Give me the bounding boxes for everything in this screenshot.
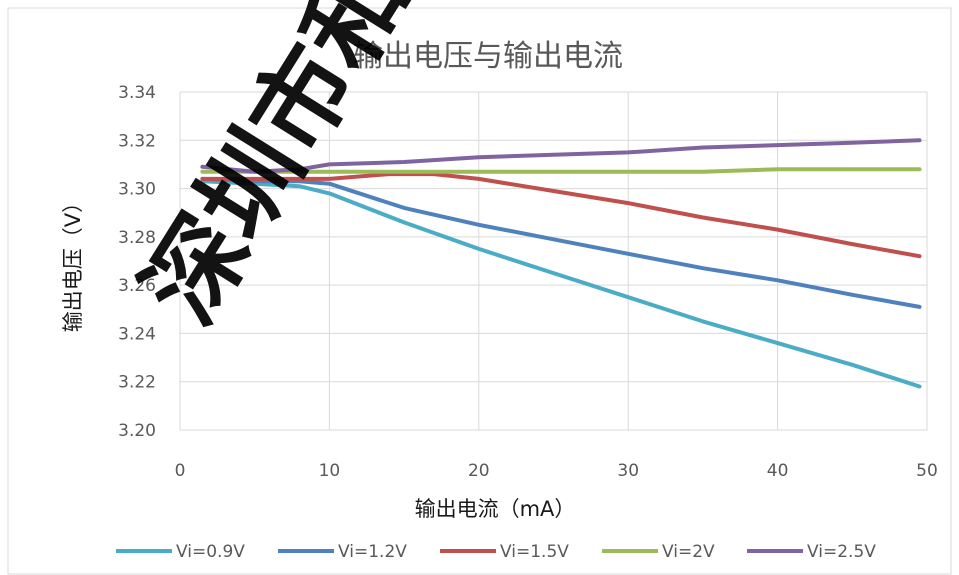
legend: Vi=0.9V Vi=1.2V Vi=1.5V Vi=2V Vi=2.5V [116,542,876,562]
y-tick-label: 3.24 [118,324,156,344]
plot-series [200,138,922,389]
series-line-Vi=1.2V [200,176,922,309]
x-tick-label: 10 [319,461,341,481]
y-axis-title: 输出电压（V） [61,192,85,332]
y-tick-label: 3.26 [118,276,156,296]
y-tick-label: 3.22 [118,373,156,393]
legend-label: Vi=2.5V [807,542,876,562]
legend-label: Vi=1.2V [338,542,407,562]
y-tick-label: 3.32 [118,131,156,151]
x-tick-label: 20 [468,461,490,481]
series-line-Vi=2V [200,167,922,174]
y-tick-label: 3.20 [118,421,156,441]
tick-labels: 3.20 3.22 3.24 3.26 3.28 3.30 3.32 3.34 0 10 20 30 4… [118,83,938,481]
y-tick-label: 3.34 [118,83,156,103]
legend-label: Vi=1.5V [500,542,569,562]
x-axis-title: 输出电流（mA） [415,497,576,521]
legend-label: Vi=0.9V [176,542,245,562]
x-tick-label: 0 [175,461,186,481]
x-tick-label: 30 [617,461,639,481]
legend-label: Vi=2V [662,542,715,562]
y-tick-label: 3.28 [118,228,156,248]
chart-area-border [7,7,952,575]
series-line-Vi=2.5V [200,138,922,174]
series-line-Vi=1.5V [200,172,922,259]
x-tick-label: 50 [916,461,938,481]
chart-title: 输出电压与输出电流 [353,39,623,74]
y-tick-label: 3.30 [118,180,156,200]
x-tick-label: 40 [767,461,789,481]
series-line-Vi=0.9V [200,179,922,389]
